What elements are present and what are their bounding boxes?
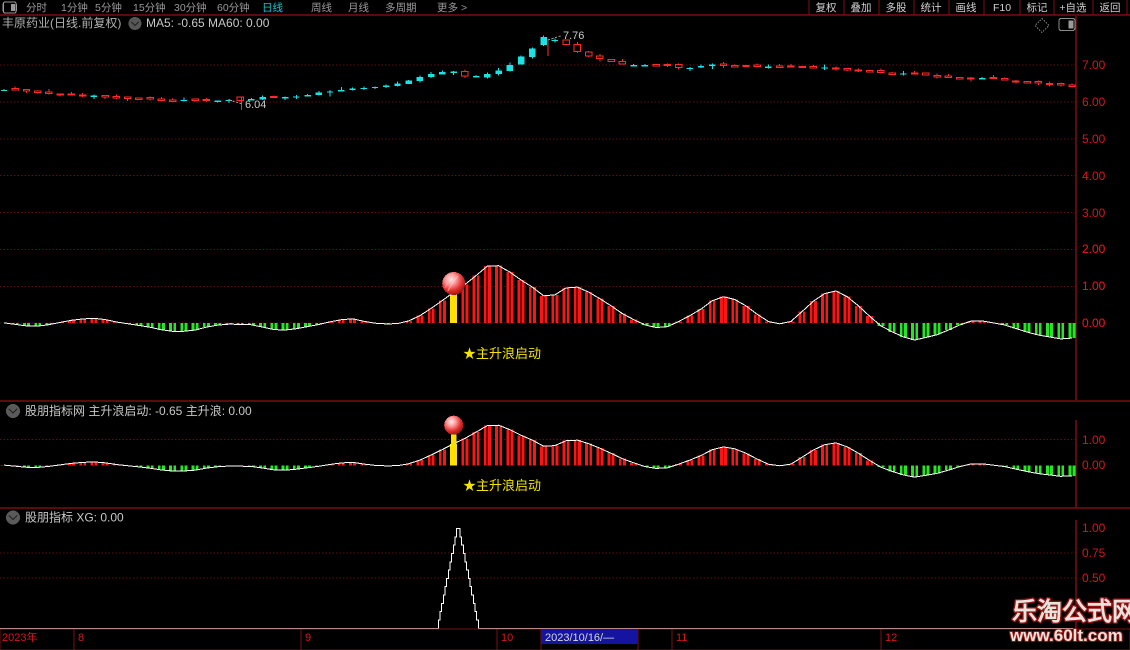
svg-text:返回: 返回	[1100, 2, 1121, 14]
svg-text:乐淘公式网: 乐淘公式网	[1012, 597, 1130, 626]
svg-text:7.76: 7.76	[563, 30, 584, 42]
svg-text:0.75: 0.75	[1082, 546, 1106, 560]
svg-text:分时: 分时	[26, 2, 47, 14]
svg-text:2023/10/16/—: 2023/10/16/—	[545, 632, 614, 644]
svg-text:>: >	[461, 2, 467, 14]
svg-text:+自选: +自选	[1059, 1, 1087, 14]
svg-text:15分钟: 15分钟	[133, 1, 166, 14]
svg-text:30分钟: 30分钟	[174, 1, 207, 14]
svg-text:画线: 画线	[956, 1, 977, 14]
svg-text:12: 12	[885, 632, 897, 644]
svg-text:1.00: 1.00	[1082, 279, 1106, 293]
svg-text:4.00: 4.00	[1082, 169, 1106, 183]
svg-text:更多: 更多	[437, 1, 458, 14]
svg-text:★主升浪启动: ★主升浪启动	[463, 346, 541, 361]
svg-text:2.00: 2.00	[1082, 242, 1106, 256]
svg-text:复权: 复权	[816, 1, 837, 14]
svg-text:股朋指标网 主升浪启动: -0.65 主升浪: 0.00: 股朋指标网 主升浪启动: -0.65 主升浪: 0.00	[25, 403, 252, 418]
svg-text:0.00: 0.00	[1082, 316, 1106, 330]
svg-text:月线: 月线	[348, 1, 369, 14]
svg-text:60分钟: 60分钟	[217, 1, 250, 14]
svg-text:1.00: 1.00	[1082, 521, 1106, 535]
svg-text:www.60lt.com: www.60lt.com	[1009, 626, 1123, 645]
svg-text:9: 9	[305, 632, 311, 644]
svg-text:6.04: 6.04	[245, 99, 266, 111]
svg-text:股朋指标 XG: 0.00: 股朋指标 XG: 0.00	[25, 510, 124, 525]
svg-text:周线: 周线	[311, 1, 332, 14]
svg-text:8: 8	[78, 632, 84, 644]
svg-text:多股: 多股	[886, 1, 907, 14]
svg-text:0.50: 0.50	[1082, 571, 1106, 585]
svg-text:统计: 统计	[921, 1, 942, 14]
svg-text:丰原药业(日线.前复权): 丰原药业(日线.前复权)	[2, 15, 121, 30]
svg-text:5.00: 5.00	[1082, 132, 1106, 146]
svg-text:11: 11	[676, 632, 687, 644]
svg-text:7.00: 7.00	[1082, 58, 1106, 72]
svg-text:10: 10	[501, 632, 513, 644]
svg-text:3.00: 3.00	[1082, 206, 1106, 220]
svg-text:0.00: 0.00	[1082, 458, 1106, 472]
svg-text:MA5: -0.65 MA60: 0.00: MA5: -0.65 MA60: 0.00	[146, 16, 270, 30]
svg-text:5分钟: 5分钟	[95, 1, 122, 14]
svg-text:6.00: 6.00	[1082, 95, 1106, 109]
svg-text:F10: F10	[993, 2, 1011, 14]
svg-text:2023年: 2023年	[2, 630, 37, 644]
svg-text:★主升浪启动: ★主升浪启动	[463, 478, 541, 493]
svg-text:1.00: 1.00	[1082, 433, 1106, 447]
svg-text:叠加: 叠加	[851, 2, 872, 14]
svg-text:多周期: 多周期	[385, 1, 417, 14]
svg-text:1分钟: 1分钟	[61, 1, 88, 14]
svg-text:日线: 日线	[262, 1, 283, 14]
svg-text:标记: 标记	[1027, 2, 1049, 14]
